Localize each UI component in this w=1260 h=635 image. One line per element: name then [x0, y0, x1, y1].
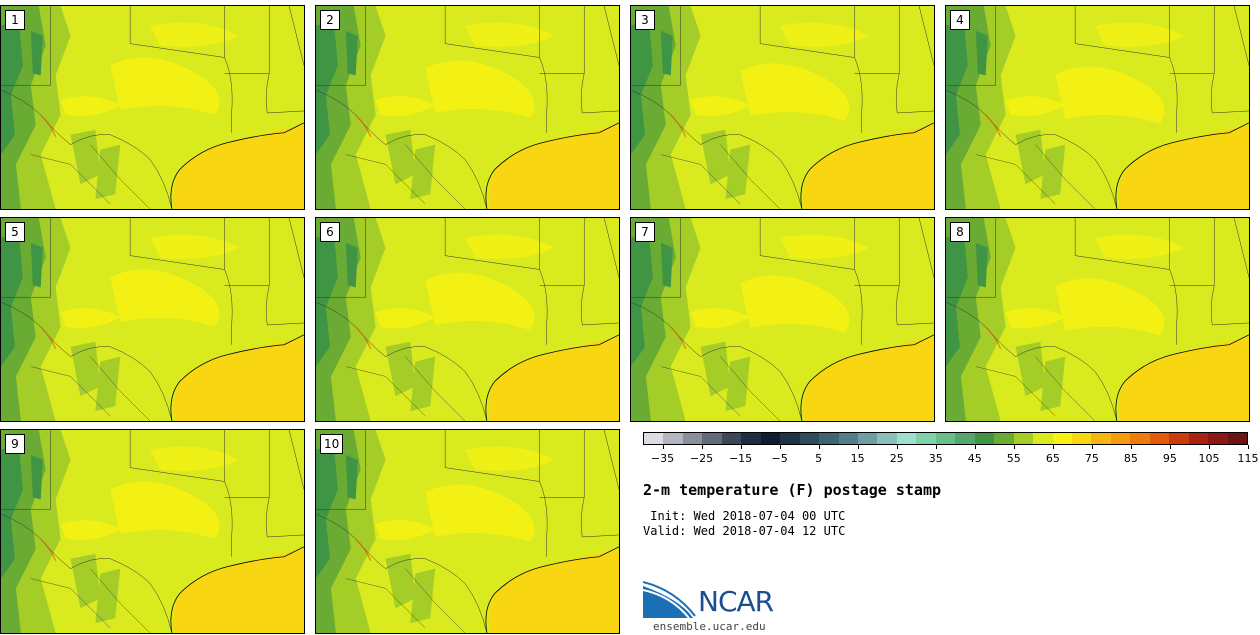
member-label: 8 — [950, 222, 970, 242]
colorbar-tick-label: 105 — [1198, 452, 1220, 465]
colorbar-segment — [1130, 433, 1150, 444]
colorbar-segment — [663, 433, 683, 444]
colorbar-segment — [741, 433, 761, 444]
colorbar-segment — [955, 433, 975, 444]
member-panel-1: 1 — [0, 5, 305, 210]
colorbar-segment — [1071, 433, 1092, 444]
website-url: ensemble.ucar.edu — [653, 620, 766, 633]
member-panel-9: 9 — [0, 429, 305, 634]
member-panel-7: 7 — [630, 217, 935, 422]
colorbar-segment — [974, 433, 995, 444]
init-time: Init: Wed 2018-07-04 00 UTC — [643, 509, 846, 523]
colorbar-segment — [994, 433, 1014, 444]
colorbar-tick — [701, 445, 703, 449]
colorbar-tick — [1013, 445, 1015, 449]
colorbar-segment — [857, 433, 878, 444]
member-panel-6: 6 — [315, 217, 620, 422]
member-panel-2: 2 — [315, 5, 620, 210]
colorbar-segment — [838, 433, 858, 444]
colorbar-tick — [857, 445, 859, 449]
colorbar-tick-label: 5 — [815, 452, 823, 465]
member-label: 6 — [320, 222, 340, 242]
member-label: 5 — [5, 222, 25, 242]
valid-time: Valid: Wed 2018-07-04 12 UTC — [643, 524, 846, 538]
member-panel-5: 5 — [0, 217, 305, 422]
colorbar-tick — [818, 445, 820, 449]
colorbar-tick-label: −5 — [771, 452, 788, 465]
colorbar-segment — [682, 433, 703, 444]
colorbar-tick-label: 65 — [1045, 452, 1060, 465]
colorbar-segment — [1188, 433, 1209, 444]
colorbar-tick — [974, 445, 976, 449]
colorbar-segment — [877, 433, 897, 444]
member-label: 1 — [5, 10, 25, 30]
member-label: 7 — [635, 222, 655, 242]
colorbar-segment — [1208, 433, 1228, 444]
member-panel-8: 8 — [945, 217, 1250, 422]
member-label: 9 — [5, 434, 25, 454]
colorbar-segment — [702, 433, 722, 444]
colorbar-tick-label: 35 — [928, 452, 943, 465]
colorbar-tick-label: −35 — [650, 452, 675, 465]
member-label: 3 — [635, 10, 655, 30]
colorbar-tick-label: 15 — [850, 452, 865, 465]
colorbar-tick-label: 85 — [1123, 452, 1138, 465]
colorbar-segment — [644, 433, 664, 444]
colorbar-tick-label: 95 — [1162, 452, 1177, 465]
colorbar-segment — [1091, 433, 1111, 444]
colorbar-segment — [1110, 433, 1131, 444]
member-panel-4: 4 — [945, 5, 1250, 210]
colorbar-segment — [819, 433, 839, 444]
member-label: 10 — [320, 434, 344, 454]
colorbar-tick — [1130, 445, 1132, 449]
colorbar-segment — [799, 433, 820, 444]
member-label: 2 — [320, 10, 340, 30]
colorbar-tick — [896, 445, 898, 449]
colorbar-segment — [1052, 433, 1072, 444]
colorbar-tick — [1052, 445, 1054, 449]
colorbar-segment — [1013, 433, 1034, 444]
colorbar-tick — [662, 445, 664, 449]
colorbar-segment — [1149, 433, 1170, 444]
colorbar-tick — [1248, 445, 1249, 449]
colorbar-tick — [1091, 445, 1093, 449]
colorbar-segment — [760, 433, 781, 444]
colorbar-tick-label: 55 — [1006, 452, 1021, 465]
colorbar-segment — [935, 433, 956, 444]
colorbar-tick-label: −25 — [689, 452, 714, 465]
colorbar-segment — [721, 433, 742, 444]
colorbar-tick-label: 25 — [889, 452, 904, 465]
ncar-logo-icon — [643, 581, 696, 619]
colorbar-segment — [916, 433, 936, 444]
colorbar-ticks: −35 −25 −15 −5 5 15 25 35 45 55 65 75 85 95 105 115 — [643, 445, 1259, 467]
colorbar-tick-label: 45 — [967, 452, 982, 465]
colorbar-segment — [1033, 433, 1053, 444]
colorbar-segment — [780, 433, 800, 444]
colorbar-tick-label: 75 — [1084, 452, 1099, 465]
colorbar-tick — [1208, 445, 1210, 449]
temperature-colorbar — [643, 432, 1248, 445]
colorbar-tick — [740, 445, 742, 449]
colorbar-tick — [1169, 445, 1171, 449]
member-panel-3: 3 — [630, 5, 935, 210]
colorbar-tick — [779, 445, 781, 449]
colorbar-segment — [1227, 433, 1248, 444]
plot-title: 2-m temperature (F) postage stamp — [643, 481, 942, 499]
colorbar-tick — [935, 445, 937, 449]
colorbar-tick-label: −15 — [728, 452, 753, 465]
colorbar-segment — [1169, 433, 1189, 444]
member-label: 4 — [950, 10, 970, 30]
colorbar-segment — [896, 433, 917, 444]
colorbar-tick-label: 115 — [1237, 452, 1259, 465]
member-panel-10: 10 — [315, 429, 620, 634]
ncar-logo-text: NCAR — [698, 585, 774, 618]
